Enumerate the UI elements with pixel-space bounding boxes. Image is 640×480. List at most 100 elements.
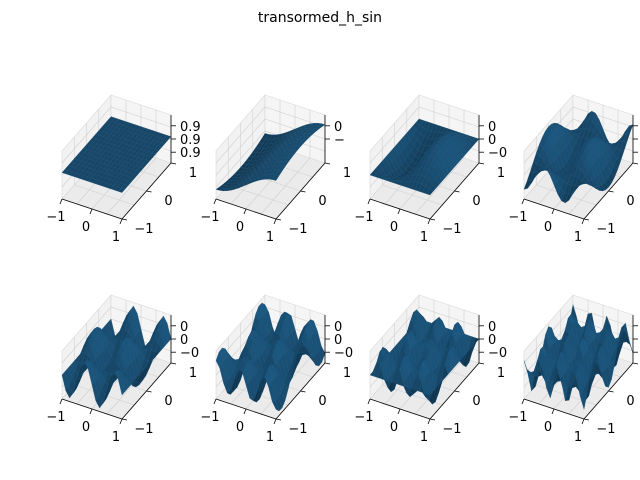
figure-title: transormed_h_sin <box>258 10 382 26</box>
y-tick-label: 0 <box>472 194 480 209</box>
x-tick-label: 0 <box>544 420 552 435</box>
x-tick-label: 0 <box>82 220 90 235</box>
x-tick-mark <box>89 208 93 215</box>
x-tick-label: −1 <box>508 410 527 425</box>
z-tick-label: 0 <box>180 320 188 335</box>
z-tick-label: −0 <box>334 346 353 361</box>
z-tick-label: −0 <box>488 146 507 161</box>
y-tick-label: 1 <box>497 166 505 181</box>
x-tick-mark <box>397 208 401 215</box>
z-tick-label: 0 <box>334 120 342 135</box>
y-tick-mark <box>478 162 485 165</box>
y-tick-mark <box>478 362 485 365</box>
surface-facet <box>272 400 280 412</box>
surface-facet <box>425 391 434 402</box>
surface <box>369 309 480 405</box>
surface-facet <box>580 390 588 410</box>
x-tick-mark <box>521 198 525 205</box>
y-tick-mark <box>608 190 614 193</box>
y-tick-label: −1 <box>288 222 307 237</box>
x-tick-label: −1 <box>46 410 65 425</box>
x-tick-mark <box>551 208 555 215</box>
surface-facet <box>426 188 434 196</box>
y-tick-mark <box>170 362 177 365</box>
y-tick-label: 1 <box>343 366 351 381</box>
y-tick-mark <box>275 218 282 221</box>
surface <box>61 116 172 193</box>
z-tick-label: 0 <box>488 133 496 148</box>
y-tick-mark <box>324 162 331 165</box>
x-tick-label: 1 <box>420 230 428 245</box>
surface <box>523 304 634 410</box>
y-tick-mark <box>429 218 436 221</box>
gridline <box>215 106 326 164</box>
x-tick-label: 1 <box>266 430 274 445</box>
y-tick-mark <box>632 162 639 165</box>
surface <box>369 118 480 196</box>
gridline <box>106 310 157 415</box>
y-tick-label: 1 <box>343 166 351 181</box>
x-tick-label: 1 <box>112 430 120 445</box>
x-tick-label: 0 <box>390 220 398 235</box>
surface-facet <box>117 187 126 193</box>
y-tick-mark <box>324 362 331 365</box>
surface <box>215 302 326 412</box>
x-tick-label: 1 <box>112 230 120 245</box>
x-tick-mark <box>273 218 277 225</box>
x-tick-mark <box>273 418 277 425</box>
surface-facet <box>580 180 588 183</box>
surface-facet <box>272 174 280 181</box>
y-tick-label: 0 <box>626 394 634 409</box>
y-tick-label: −1 <box>134 422 153 437</box>
x-tick-mark <box>427 418 431 425</box>
z-tick-label: − <box>334 133 345 148</box>
y-tick-label: 1 <box>189 166 197 181</box>
x-tick-mark <box>119 218 123 225</box>
x-tick-mark <box>213 198 217 205</box>
x-tick-label: −1 <box>46 210 65 225</box>
x-tick-label: 0 <box>236 420 244 435</box>
z-tick-label: 0 <box>488 320 496 335</box>
x-tick-label: 0 <box>236 220 244 235</box>
x-tick-label: −1 <box>200 410 219 425</box>
y-tick-mark <box>121 418 128 421</box>
y-tick-mark <box>583 218 590 221</box>
gridline <box>369 106 480 164</box>
surface-facet <box>118 376 126 396</box>
y-tick-label: 0 <box>626 194 634 209</box>
y-tick-label: −1 <box>288 422 307 437</box>
surface <box>61 305 172 409</box>
y-tick-mark <box>300 390 306 393</box>
y-tick-label: 0 <box>164 194 172 209</box>
x-tick-label: −1 <box>508 210 527 225</box>
x-tick-label: 1 <box>574 230 582 245</box>
x-tick-mark <box>581 218 585 225</box>
x-tick-mark <box>581 418 585 425</box>
x-tick-label: 1 <box>420 430 428 445</box>
y-tick-mark <box>608 390 614 393</box>
x-tick-mark <box>59 198 63 205</box>
x-tick-mark <box>243 208 247 215</box>
x-tick-mark <box>397 408 401 415</box>
x-tick-mark <box>243 408 247 415</box>
z-tick-label: 0 <box>180 333 188 348</box>
gridline <box>414 110 465 215</box>
y-tick-label: 0 <box>164 394 172 409</box>
z-tick-label: 0.9 <box>180 133 201 148</box>
z-tick-label: −0 <box>180 346 199 361</box>
y-tick-label: −1 <box>442 222 461 237</box>
x-tick-label: 0 <box>390 420 398 435</box>
gridline <box>215 130 326 188</box>
x-tick-label: 0 <box>544 220 552 235</box>
surface <box>215 123 326 191</box>
x-tick-mark <box>89 408 93 415</box>
y-tick-label: −1 <box>134 222 153 237</box>
x-tick-mark <box>521 398 525 405</box>
